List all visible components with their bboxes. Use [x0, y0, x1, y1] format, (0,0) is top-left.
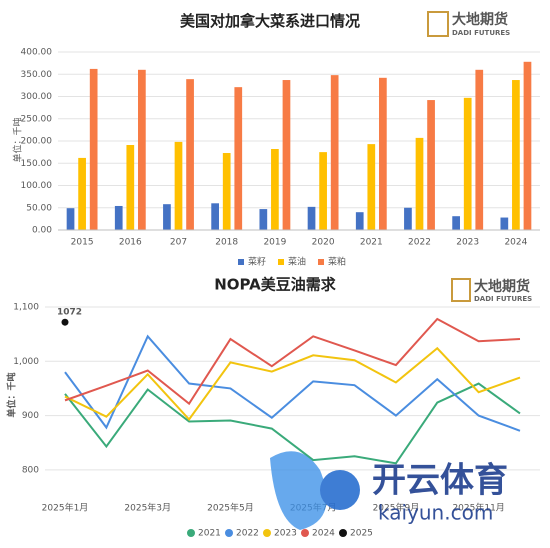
logo: 大地期货 DADI FUTURES	[427, 11, 510, 37]
bar	[330, 75, 339, 230]
line	[64, 382, 521, 465]
watermark-icon	[270, 451, 327, 530]
legend-swatch	[278, 259, 284, 265]
y-tick-label: 300.00	[21, 92, 53, 102]
y-tick-label: 900	[22, 411, 39, 421]
bar	[186, 79, 194, 231]
y-axis-label: 单位：千吨	[6, 372, 18, 417]
bar	[512, 80, 520, 230]
bar	[415, 137, 424, 230]
x-tick-label: 2024	[504, 238, 527, 248]
y-tick-label: 800	[22, 465, 39, 475]
legend-label: 2024	[312, 529, 335, 539]
watermark-icon	[320, 470, 360, 510]
y-tick-label: 200.00	[21, 137, 53, 147]
logo-text: 大地期货	[452, 11, 508, 28]
logo: 大地期货 DADI FUTURES	[451, 278, 532, 303]
legend-label: 2023	[274, 529, 297, 539]
legend-swatch	[301, 529, 309, 537]
bar	[367, 144, 376, 230]
bar	[126, 145, 135, 230]
x-tick-label: 2015	[71, 238, 94, 248]
bar	[500, 217, 509, 230]
x-tick-label: 2020	[312, 238, 335, 248]
y-tick-label: 250.00	[21, 114, 53, 124]
y-axis-label: 单位：千吨	[12, 117, 24, 162]
bar	[427, 100, 435, 230]
x-tick-label: 2025年5月	[207, 502, 254, 514]
chart-title: 美国对加拿大菜系进口情况	[180, 12, 360, 30]
plots: 0.00 50.00 100.00 150.00 200.00 250.00 300.00 3…	[13, 48, 540, 539]
logo-icon	[451, 278, 471, 302]
legend-label: 菜籽	[248, 256, 266, 268]
x-tick-label: 2019	[263, 238, 286, 248]
x-tick-label: 2022	[408, 238, 431, 248]
bar	[163, 204, 171, 230]
legend-label: 菜粕	[328, 256, 346, 268]
x-tick-label: 2025年1月	[42, 502, 89, 514]
x-tick-label: 2025年3月	[124, 502, 171, 514]
x-tick-label: 2016	[119, 238, 142, 248]
chart-title: NOPA美豆油需求	[214, 276, 337, 294]
line	[64, 317, 521, 406]
bar	[89, 68, 98, 230]
y-tick-label: 100.00	[21, 181, 53, 191]
y-tick-label: 50.00	[26, 203, 52, 213]
bar	[138, 69, 146, 230]
legend-swatch	[238, 259, 244, 265]
watermark-text: kaiyun.com	[378, 501, 493, 525]
bar	[307, 206, 316, 230]
legend-label: 2022	[236, 529, 259, 539]
bar	[271, 149, 279, 230]
watermark: 开云体育 kaiyun.com	[270, 451, 508, 530]
bar	[463, 97, 472, 231]
legend-label: 2025	[350, 529, 373, 539]
watermark-text: 开云体育	[372, 461, 508, 501]
bar	[114, 205, 123, 230]
legend-swatch	[339, 529, 347, 537]
bar	[234, 87, 243, 230]
legend-label: 2021	[198, 529, 221, 539]
y-tick-label: 350.00	[21, 70, 53, 80]
y-tick-label: 150.00	[21, 159, 53, 169]
x-tick-label: 2023	[456, 238, 479, 248]
point	[61, 318, 69, 326]
logo-text: 大地期货	[474, 278, 530, 295]
x-tick-label: 2025年9月	[373, 502, 420, 514]
y-tick-label: 0.00	[32, 226, 52, 236]
legend-swatch	[225, 529, 233, 537]
legend-label: 菜油	[288, 256, 306, 268]
y-tick-label: 400.00	[21, 48, 53, 58]
x-tick-label: 2018	[215, 238, 238, 248]
logo-text: DADI FUTURES	[474, 295, 532, 303]
bar	[379, 77, 387, 230]
y-tick-label: 1,000	[13, 357, 39, 367]
bar	[222, 153, 231, 230]
legend-swatch	[263, 529, 271, 537]
logo-text: DADI FUTURES	[452, 29, 510, 37]
x-tick-label: 207	[170, 238, 187, 248]
bar	[259, 209, 268, 230]
data-label: 1072	[57, 308, 82, 318]
bar	[475, 69, 484, 230]
legend-swatch	[318, 259, 324, 265]
bar	[174, 141, 183, 230]
bar	[355, 212, 364, 230]
legend-swatch	[187, 529, 195, 537]
line	[64, 346, 521, 421]
y-tick-label: 1,100	[13, 303, 39, 313]
bar	[404, 207, 412, 230]
bar	[319, 152, 327, 230]
bar	[78, 157, 86, 230]
line	[64, 334, 521, 432]
logo-icon	[427, 11, 449, 37]
bar	[452, 216, 460, 230]
bar	[282, 80, 291, 230]
bar	[523, 61, 532, 230]
x-tick-label: 2025年11月	[452, 502, 504, 514]
bar	[211, 203, 219, 230]
bar	[66, 208, 75, 230]
x-tick-label: 2021	[360, 238, 383, 248]
